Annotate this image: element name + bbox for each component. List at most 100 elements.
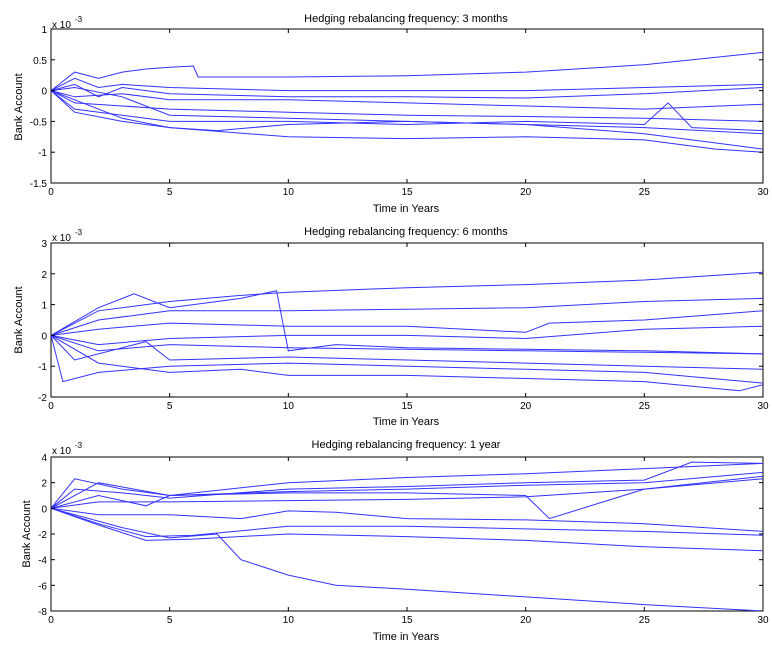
- subplot-3-ylabel: Bank Account: [21, 500, 33, 567]
- subplot-2-series-line-4: [50, 310, 764, 336]
- y-tick-label: 1: [41, 301, 47, 312]
- y-tick-label: -4: [38, 556, 47, 567]
- y-tick-label: -1: [38, 362, 47, 373]
- subplot-3-series-line-3: [50, 471, 764, 509]
- y-tick-label: -8: [38, 607, 47, 618]
- subplot-2-series-line-8: [50, 335, 764, 384]
- subplot-2-series-line-5: [50, 325, 764, 346]
- x-tick-label: 30: [757, 187, 769, 198]
- subplot-3-series-line-4: [50, 475, 764, 520]
- subplot-2-xlabel: Time in Years: [373, 416, 440, 428]
- y-tick-label: 2: [41, 270, 47, 281]
- y-tick-label: 0: [41, 331, 47, 342]
- subplot-3-series-line-1: [50, 462, 764, 509]
- x-tick-label: 20: [520, 187, 532, 198]
- subplot-1-series-line-1: [50, 51, 764, 91]
- subplot-3-series-line-8: [50, 507, 764, 552]
- y-tick-label: 0.5: [33, 56, 47, 67]
- x-tick-label: 10: [283, 401, 295, 412]
- subplot-3-series-line-5: [50, 478, 764, 509]
- subplot-1-series-line-5: [50, 90, 764, 122]
- subplot-2: Hedging rebalancing frequency: 6 months …: [13, 226, 769, 428]
- y-tick-label: -2: [38, 530, 47, 541]
- y-tick-label: 0: [41, 504, 47, 515]
- x-tick-label: 10: [283, 187, 295, 198]
- subplot-1-yticks: -1.5 -1 -0.5 0 0.5 1: [30, 25, 763, 190]
- x-tick-label: 25: [639, 187, 651, 198]
- subplot-2-series-line-9: [50, 334, 764, 392]
- subplot-3-series-line-6: [50, 507, 764, 532]
- x-tick-label: 20: [520, 401, 532, 412]
- x-tick-label: 0: [48, 401, 54, 412]
- subplot-1-series-line-6: [50, 90, 764, 132]
- subplot-3-multiplier-exp: -3: [75, 441, 83, 450]
- y-tick-label: -6: [38, 581, 47, 592]
- subplot-1-axes: [50, 28, 764, 184]
- x-tick-label: 15: [401, 187, 413, 198]
- subplot-1-series-line-9: [50, 86, 764, 150]
- subplot-3-xlabel: Time in Years: [373, 631, 440, 643]
- x-tick-label: 5: [167, 187, 173, 198]
- y-tick-label: 3: [41, 239, 47, 250]
- subplot-1-series-line-7: [50, 90, 764, 135]
- subplot-3-axes: [50, 456, 764, 612]
- subplot-2-series-line-7: [50, 335, 764, 370]
- subplot-2-lines: [50, 271, 764, 392]
- subplot-1-series-line-3: [50, 83, 764, 99]
- subplot-1-xticks: 0 5 10 15 20 25 30: [48, 29, 769, 198]
- x-tick-label: 5: [167, 615, 173, 626]
- subplot-2-yticks: -2 -1 0 1 2 3: [38, 239, 763, 404]
- y-tick-label: -0.5: [30, 117, 48, 128]
- subplot-3-yticks: -8 -6 -4 -2 0 2 4: [38, 453, 763, 618]
- subplot-1-title: Hedging rebalancing frequency: 3 months: [304, 13, 508, 25]
- subplot-3-series-line-7: [50, 507, 764, 538]
- x-tick-label: 30: [757, 615, 769, 626]
- x-tick-label: 30: [757, 401, 769, 412]
- x-tick-label: 5: [167, 401, 173, 412]
- x-tick-label: 25: [639, 615, 651, 626]
- x-tick-label: 10: [283, 615, 295, 626]
- subplot-3-lines: [50, 461, 764, 612]
- y-tick-label: 2: [41, 479, 47, 490]
- subplot-1-series-line-4: [50, 90, 764, 110]
- subplot-2-title: Hedging rebalancing frequency: 6 months: [304, 226, 508, 238]
- subplot-3: Hedging rebalancing frequency: 1 year x …: [21, 439, 769, 643]
- subplot-2-series-line-1: [50, 271, 764, 336]
- subplot-2-multiplier-exp: -3: [75, 228, 83, 237]
- y-tick-label: 4: [41, 453, 47, 464]
- subplot-2-series-line-2: [50, 290, 764, 355]
- subplot-3-series-line-2: [50, 461, 764, 509]
- subplot-1-xlabel: Time in Years: [373, 203, 440, 215]
- subplot-1-ylabel: Bank Account: [13, 73, 25, 140]
- x-tick-label: 0: [48, 187, 54, 198]
- subplot-3-series-line-9: [50, 507, 764, 612]
- subplot-1-multiplier-exp: -3: [75, 15, 83, 24]
- subplot-2-multiplier: x 10 -3: [52, 228, 83, 244]
- subplot-3-multiplier: x 10 -3: [52, 441, 83, 457]
- subplot-2-xticks: 0 5 10 15 20 25 30: [48, 243, 769, 412]
- x-tick-label: 20: [520, 615, 532, 626]
- y-tick-label: -1.5: [30, 179, 48, 190]
- subplot-3-xticks: 0 5 10 15 20 25 30: [48, 457, 769, 626]
- x-tick-label: 15: [401, 615, 413, 626]
- subplot-1-lines: [50, 51, 764, 153]
- subplot-1: Hedging rebalancing frequency: 3 months …: [13, 13, 769, 215]
- subplot-2-ylabel: Bank Account: [13, 286, 25, 353]
- x-tick-label: 15: [401, 401, 413, 412]
- y-tick-label: 0: [41, 87, 47, 98]
- subplot-1-series-line-8: [50, 90, 764, 153]
- y-tick-label: 1: [41, 25, 47, 36]
- subplot-2-series-line-3: [50, 297, 764, 336]
- subplot-1-multiplier-base: x 10: [52, 20, 71, 31]
- subplot-2-series-line-6: [50, 334, 764, 355]
- subplot-3-title: Hedging rebalancing frequency: 1 year: [312, 439, 501, 451]
- subplot-1-multiplier: x 10 -3: [52, 15, 83, 31]
- subplot-2-multiplier-base: x 10: [52, 233, 71, 244]
- subplot-3-multiplier-base: x 10: [52, 446, 71, 457]
- subplot-1-series-line-2: [50, 77, 764, 92]
- y-tick-label: -2: [38, 393, 47, 404]
- x-tick-label: 25: [639, 401, 651, 412]
- x-tick-label: 0: [48, 615, 54, 626]
- y-tick-label: -1: [38, 148, 47, 159]
